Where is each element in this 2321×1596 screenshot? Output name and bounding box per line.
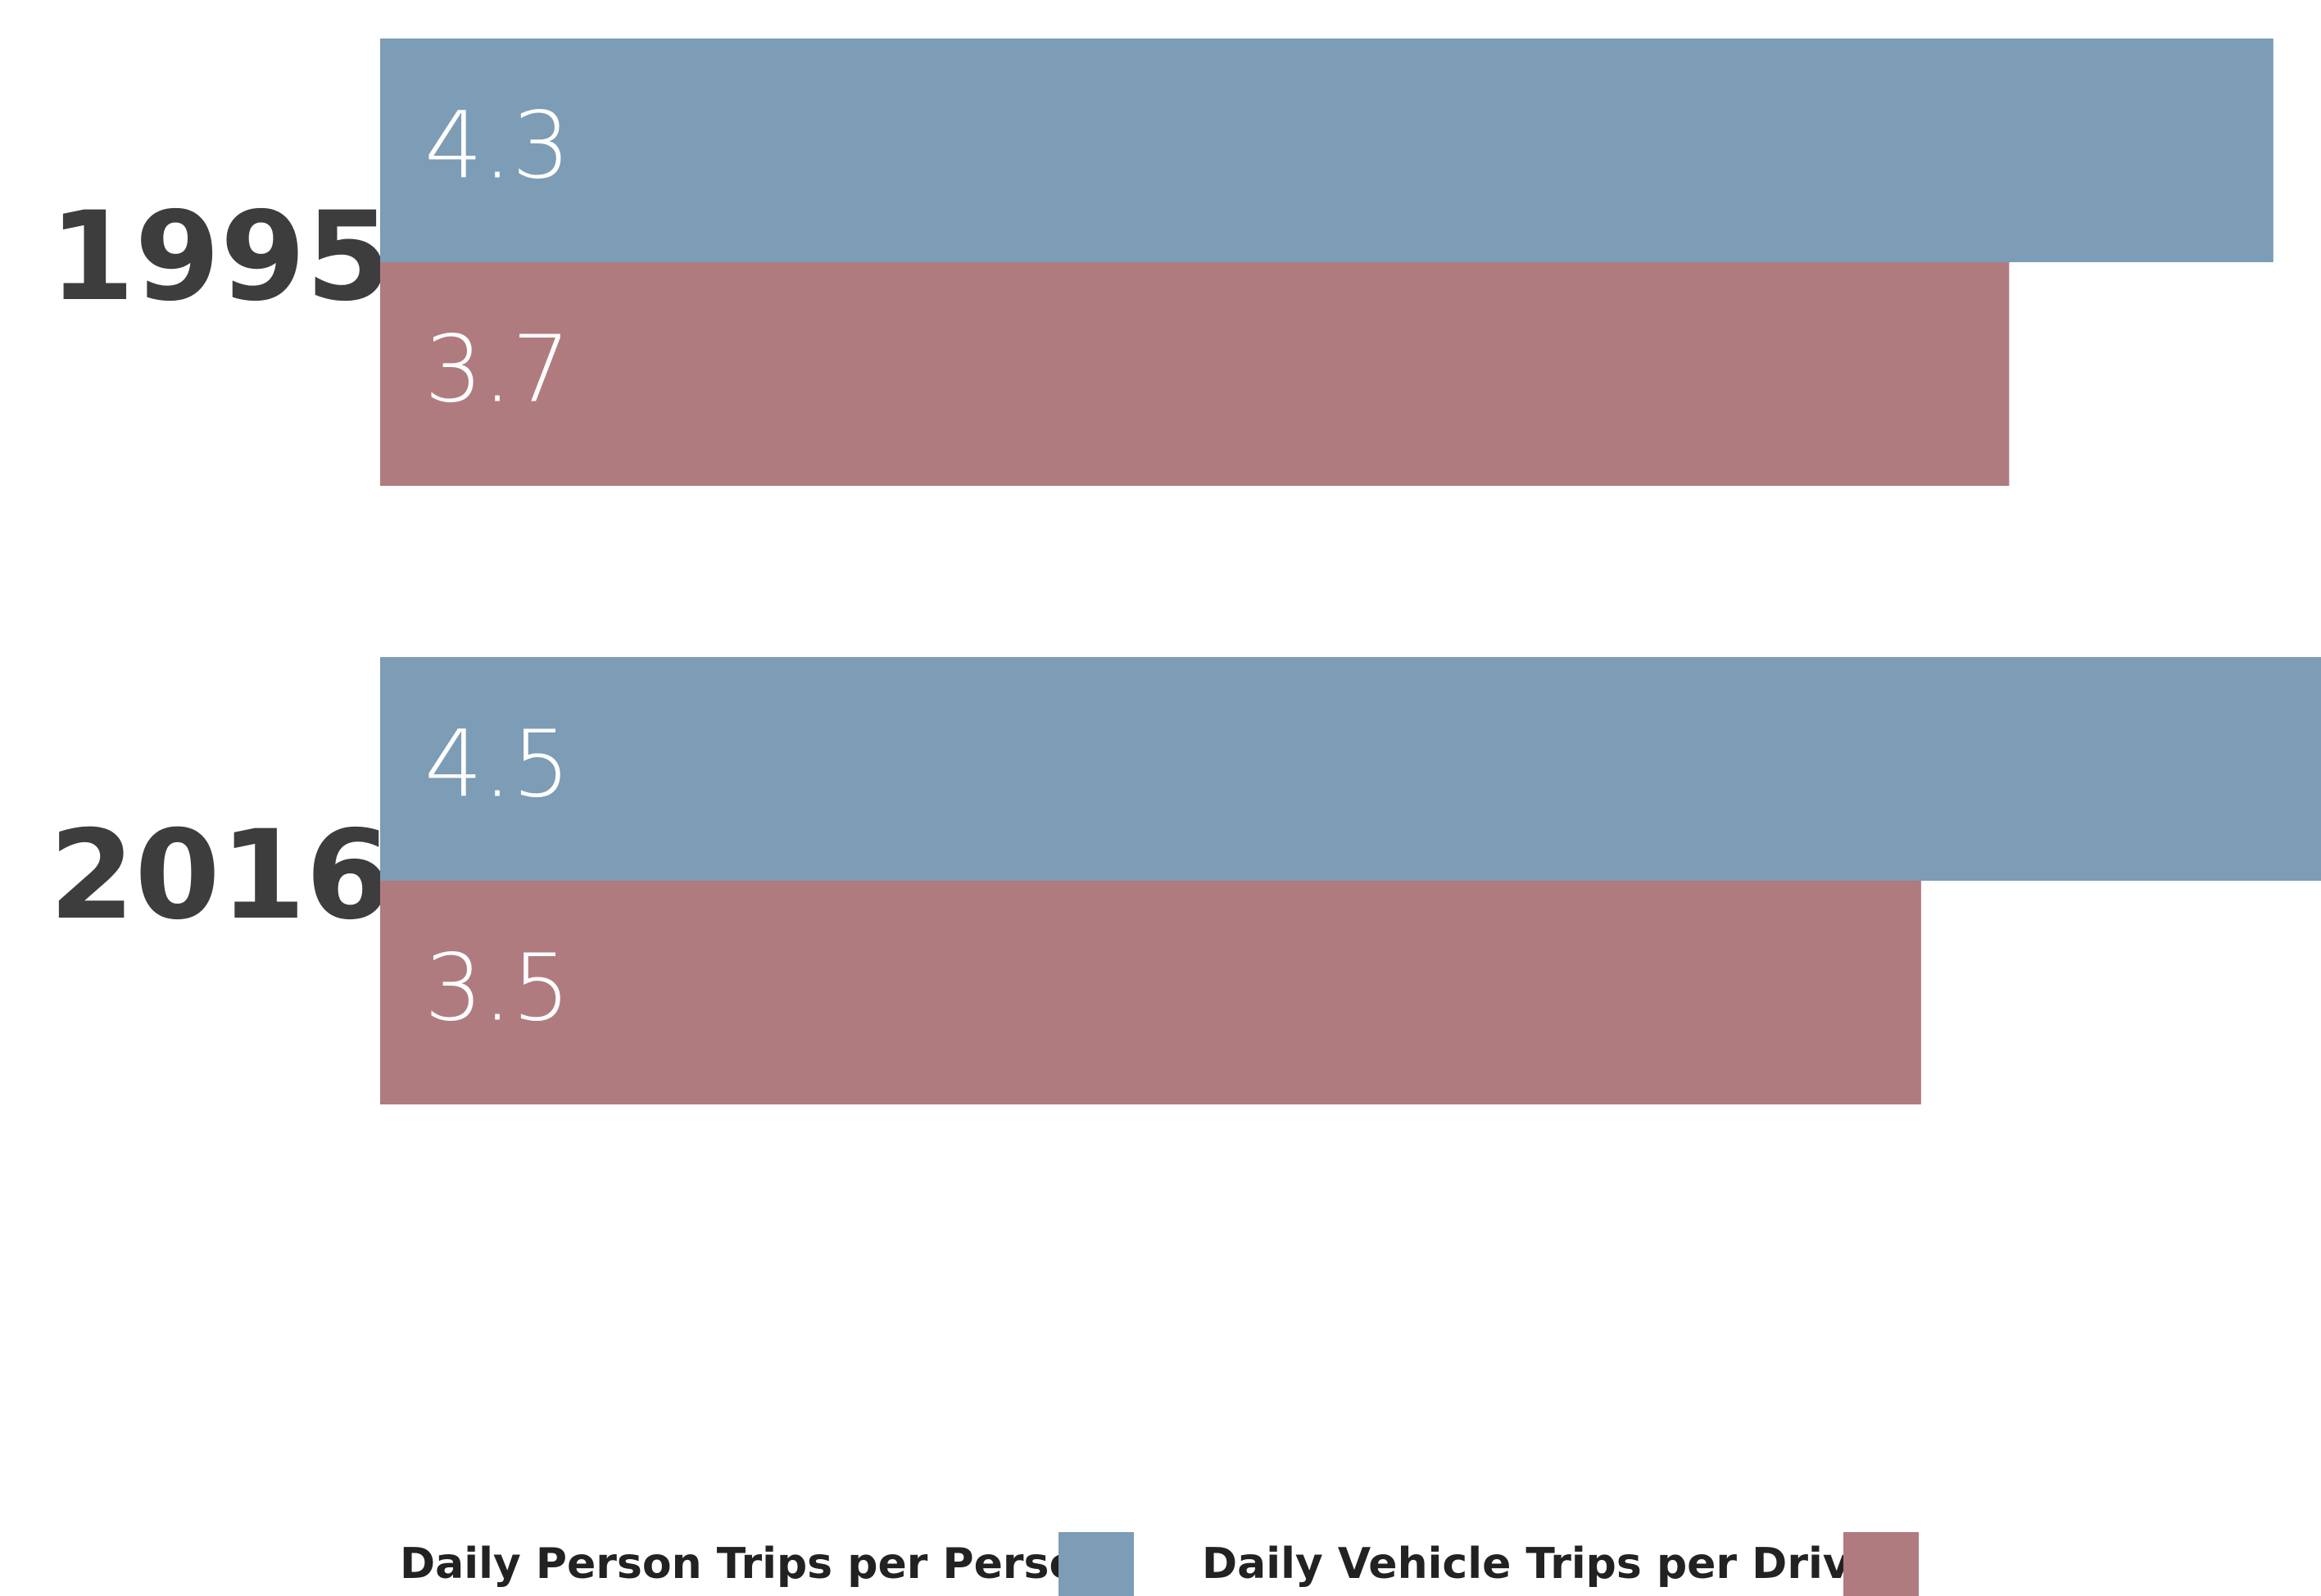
- value-label: 3.5: [424, 935, 570, 1041]
- legend-swatch: [1843, 1532, 1919, 1596]
- legend-swatch: [1059, 1532, 1134, 1596]
- category-label: 1995: [49, 186, 391, 329]
- value-label: 4.3: [424, 93, 570, 199]
- category-label: 2016: [49, 805, 391, 947]
- value-label: 3.7: [424, 316, 570, 423]
- legend-label: Daily Vehicle Trips per Driver: [1202, 1539, 1901, 1589]
- bar: [380, 262, 2010, 486]
- value-label: 4.5: [424, 711, 570, 818]
- bar: [380, 657, 2321, 881]
- bar: [380, 881, 1921, 1104]
- bar: [380, 39, 2273, 262]
- legend-label: Daily Person Trips per Person: [400, 1539, 1108, 1589]
